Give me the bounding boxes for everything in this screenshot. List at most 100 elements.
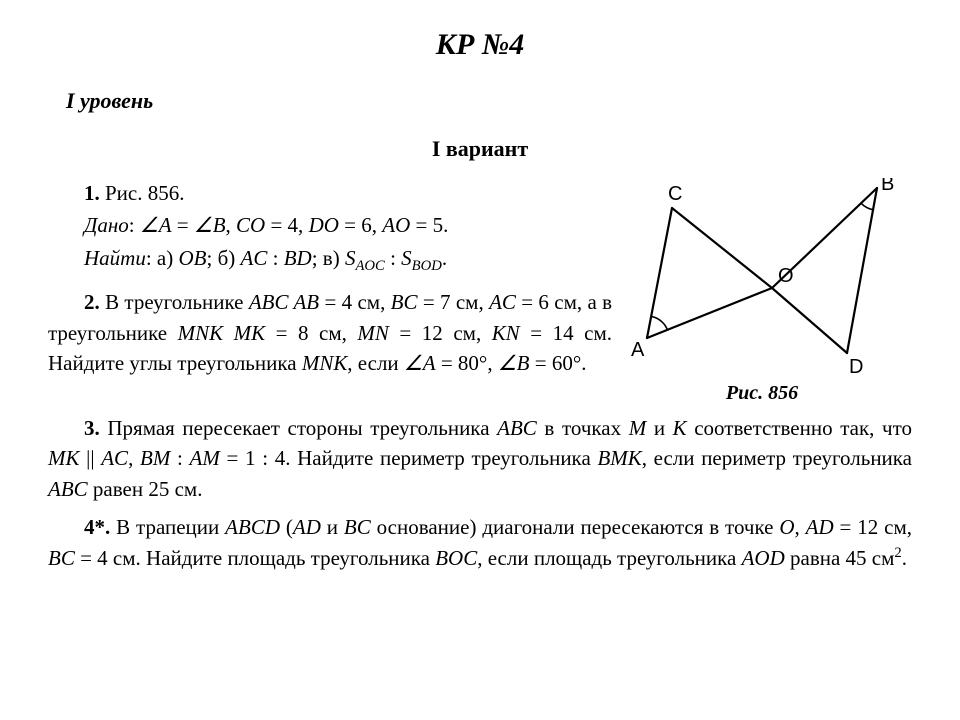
do: DO xyxy=(309,213,339,237)
problem-1-given: Дано: ∠A = ∠B, CO = 4, DO = 6, AO = 5. xyxy=(48,210,612,240)
p1-b: ; б) xyxy=(207,246,241,270)
p4-t2: ( xyxy=(280,515,293,539)
problems-3-4: 3. Прямая пересекает стороны треугольник… xyxy=(48,413,912,573)
find-label: Найти xyxy=(84,246,146,270)
p3-bmk: BMК xyxy=(597,446,641,470)
p4-aod: AOD xyxy=(742,546,785,570)
p3-t1: Прямая пересекает стороны треугольника xyxy=(100,416,497,440)
figure-856: A C O B D xyxy=(617,178,907,378)
p2-kn: КN xyxy=(492,321,520,345)
angle-a: ∠A xyxy=(140,213,172,237)
p3-ac: AC xyxy=(101,446,128,470)
p4-t1: В трапеции xyxy=(110,515,225,539)
p4-t7: = 4 см. Найдите площадь треуголь­ника xyxy=(75,546,435,570)
p3-t2: в точках xyxy=(537,416,629,440)
svg-text:O: O xyxy=(778,265,794,287)
figure-column: A C O B D Рис. 856 xyxy=(612,178,912,405)
p3-mk: MК xyxy=(48,446,79,470)
p2-number: 2. xyxy=(84,290,100,314)
p4-o: O xyxy=(779,515,794,539)
p4-t4: основание) диагонали пересека­ются в точ… xyxy=(371,515,780,539)
p1-a: : а) xyxy=(146,246,179,270)
given-eq2: = 6, xyxy=(339,213,382,237)
p2-ac: AC xyxy=(489,290,516,314)
p3-number: 3. xyxy=(84,416,100,440)
variant-heading: I вариант xyxy=(48,136,912,162)
p1-c: ; в) xyxy=(312,246,345,270)
p4-number: 4*. xyxy=(84,515,110,539)
given-label: Дано xyxy=(84,213,129,237)
p2-aa: ∠A xyxy=(404,351,436,375)
p3-m: M xyxy=(629,416,647,440)
p2-t6: = 12 см, xyxy=(389,321,492,345)
page: КР №4 I уровень I вариант 1. Рис. 856. Д… xyxy=(0,0,960,720)
co: CO xyxy=(236,213,265,237)
p4-t10: . xyxy=(902,546,907,570)
problem-3: 3. Прямая пересекает стороны треугольник… xyxy=(48,413,912,504)
p4-t5: , xyxy=(795,515,806,539)
p3-par: || xyxy=(79,446,101,470)
p3-t4: соответственно так, что xyxy=(687,416,912,440)
p2-t5: = 8 см, xyxy=(265,321,357,345)
p2-t1: В треугольнике xyxy=(100,290,249,314)
p1-head: Рис. 856. xyxy=(100,181,185,205)
p3-abc2: ABC xyxy=(48,477,88,501)
problems-1-2: 1. Рис. 856. Дано: ∠A = ∠B, CO = 4, DO =… xyxy=(48,178,612,383)
p4-t3: и xyxy=(321,515,344,539)
ao: AO xyxy=(382,213,410,237)
bd: BD xyxy=(284,246,312,270)
problem-1-find: Найти: а) OB; б) AC : BD; в) SAOC : SBOD… xyxy=(48,243,612,278)
p3-t7: = 1 : 4. Найдите периметр треугольника xyxy=(220,446,598,470)
p2-mn: MN xyxy=(357,321,389,345)
p4-bc: BC xyxy=(344,515,371,539)
s-bod-sub: BOD xyxy=(412,258,442,274)
p4-boc: BOC xyxy=(435,546,477,570)
upper-columns: 1. Рис. 856. Дано: ∠A = ∠B, CO = 4, DO =… xyxy=(48,178,912,405)
svg-text:C: C xyxy=(668,183,682,205)
p2-t10: = 60°. xyxy=(529,351,586,375)
given-eq1: = 4, xyxy=(265,213,308,237)
p3-k: К xyxy=(673,416,687,440)
p2-abc: ABC AB xyxy=(249,290,319,314)
figure-caption: Рис. 856 xyxy=(612,382,912,405)
p3-t9: равен 25 см. xyxy=(88,477,203,501)
page-title: КР №4 xyxy=(48,28,912,62)
p4-sq: 2 xyxy=(894,545,901,561)
svg-text:B: B xyxy=(881,178,894,195)
p4-abcd: ABCD xyxy=(225,515,280,539)
p2-t3: = 7 см, xyxy=(418,290,490,314)
ob: OB xyxy=(179,246,207,270)
level-heading: I уровень xyxy=(66,88,912,114)
p3-abc: ABC xyxy=(497,416,537,440)
problem-4: 4*. В трапеции ABCD (AD и BC основание) … xyxy=(48,512,912,573)
p3-am: AM xyxy=(190,446,220,470)
p2-ab: ∠B xyxy=(498,351,530,375)
p1-number: 1. xyxy=(84,181,100,205)
ac: AC xyxy=(241,246,268,270)
p4-ad: AD xyxy=(293,515,321,539)
p3-t5: , xyxy=(128,446,140,470)
given-eq3: = 5. xyxy=(410,213,448,237)
problem-2: 2. В треугольнике ABC AB = 4 см, BC = 7 … xyxy=(48,287,612,378)
problem-1-line1: 1. Рис. 856. xyxy=(48,178,612,208)
p2-mnk: MNК MК xyxy=(178,321,265,345)
p4-t8: , если площадь треугольника xyxy=(477,546,741,570)
s-bod: S xyxy=(401,246,412,270)
p4-t6: = 12 см, xyxy=(834,515,912,539)
p3-bm: BM xyxy=(140,446,170,470)
p4-bc2: BC xyxy=(48,546,75,570)
p3-t3: и xyxy=(646,416,672,440)
p2-mnk2: MNК xyxy=(302,351,347,375)
p2-t2: = 4 см, xyxy=(319,290,391,314)
p4-t9: равна 45 см xyxy=(785,546,895,570)
p2-bc: BC xyxy=(391,290,418,314)
p2-t9: = 80°, xyxy=(436,351,498,375)
p4-ad2: AD xyxy=(806,515,834,539)
p2-t8: , если xyxy=(347,351,404,375)
angle-b: ∠B xyxy=(194,213,226,237)
svg-text:A: A xyxy=(631,339,645,361)
svg-text:D: D xyxy=(849,356,863,378)
p3-t6: : xyxy=(170,446,189,470)
s-aoc-sub: AOC xyxy=(355,258,384,274)
p3-t8: , если периметр треугольника xyxy=(642,446,912,470)
